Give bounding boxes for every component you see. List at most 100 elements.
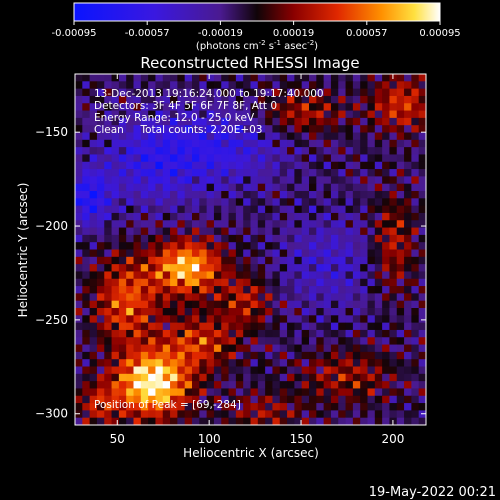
- heatmap-cell: [250, 344, 259, 353]
- heatmap-cell: [221, 88, 229, 97]
- heatmap-cell: [133, 388, 142, 397]
- heatmap-cell: [177, 308, 186, 316]
- heatmap-cell: [118, 110, 127, 119]
- heatmap-cell: [221, 315, 229, 324]
- heatmap-cell: [228, 271, 237, 280]
- heatmap-cell: [418, 139, 427, 148]
- heatmap-cell: [213, 417, 222, 426]
- heatmap-cell: [389, 410, 398, 419]
- heatmap-cell: [82, 359, 91, 367]
- heatmap-cell: [177, 132, 186, 141]
- heatmap-cell: [184, 205, 193, 214]
- heatmap-cell: [404, 315, 412, 324]
- heatmap-cell: [352, 271, 361, 280]
- heatmap-cell: [192, 256, 200, 265]
- heatmap-cell: [257, 315, 266, 324]
- heatmap-cell: [104, 417, 112, 426]
- heatmap-cell: [250, 205, 259, 214]
- heatmap-cell: [170, 359, 178, 367]
- heatmap-cell: [75, 344, 83, 353]
- heatmap-cell: [82, 322, 91, 331]
- heatmap-cell: [360, 139, 368, 148]
- heatmap-cell: [330, 278, 339, 287]
- heatmap-cell: [294, 373, 303, 382]
- heatmap-cell: [396, 293, 405, 302]
- heatmap-cell: [118, 139, 127, 148]
- heatmap-cell: [323, 388, 332, 397]
- heatmap-cell: [155, 161, 164, 170]
- heatmap-cell: [374, 154, 383, 163]
- heatmap-cell: [367, 256, 376, 265]
- heatmap-cell: [287, 417, 295, 426]
- heatmap-cell: [75, 242, 83, 250]
- heatmap-cell: [148, 183, 156, 192]
- heatmap-cell: [309, 132, 317, 141]
- heatmap-cell: [228, 161, 237, 170]
- heatmap-cell: [257, 88, 266, 97]
- heatmap-cell: [148, 161, 156, 170]
- heatmap-cell: [265, 344, 273, 353]
- heatmap-cell: [279, 191, 288, 199]
- heatmap-cell: [111, 359, 120, 367]
- heatmap-cell: [199, 403, 208, 411]
- heatmap-cell: [243, 147, 251, 155]
- heatmap-cell: [221, 117, 229, 126]
- heatmap-cell: [177, 417, 186, 426]
- heatmap-cell: [170, 381, 178, 389]
- heatmap-cell: [199, 198, 208, 207]
- heatmap-cell: [148, 234, 156, 243]
- heatmap-cell: [177, 242, 186, 250]
- heatmap-cell: [126, 242, 134, 250]
- heatmap-cell: [360, 410, 368, 419]
- heatmap-cell: [257, 395, 266, 404]
- heatmap-cell: [184, 183, 193, 192]
- heatmap-cell: [309, 191, 317, 199]
- heatmap-cell: [126, 249, 134, 258]
- heatmap-cell: [330, 329, 339, 338]
- heatmap-cell: [257, 234, 266, 243]
- heatmap-cell: [411, 191, 420, 199]
- heatmap-cell: [89, 256, 98, 265]
- heatmap-cell: [330, 242, 339, 250]
- heatmap-cell: [148, 322, 156, 331]
- heatmap-cell: [177, 351, 186, 360]
- heatmap-cell: [411, 300, 420, 309]
- heatmap-cell: [272, 278, 281, 287]
- heatmap-cell: [265, 183, 273, 192]
- heatmap-cell: [133, 410, 142, 419]
- heatmap-cell: [111, 205, 120, 214]
- heatmap-cell: [396, 322, 405, 331]
- heatmap-cell: [104, 264, 112, 272]
- heatmap-cell: [309, 227, 317, 236]
- heatmap-cell: [352, 381, 361, 389]
- heatmap-cell: [243, 249, 251, 258]
- heatmap-cell: [330, 271, 339, 280]
- heatmap-cell: [396, 95, 405, 104]
- heatmap-cell: [301, 366, 310, 375]
- info-clean: Clean Total counts: 2.20E+03: [94, 124, 263, 136]
- heatmap-cell: [75, 88, 83, 97]
- heatmap-cell: [228, 169, 237, 177]
- heatmap-cell: [184, 337, 193, 345]
- heatmap-cell: [345, 81, 354, 90]
- heatmap-cell: [389, 351, 398, 360]
- heatmap-cell: [367, 74, 376, 82]
- heatmap-cell: [184, 132, 193, 141]
- heatmap-cell: [265, 220, 273, 228]
- heatmap-cell: [294, 227, 303, 236]
- heatmap-cell: [243, 417, 251, 426]
- heatmap-cell: [279, 212, 288, 221]
- heatmap-cell: [418, 242, 427, 250]
- heatmap-cell: [111, 249, 120, 258]
- heatmap-cell: [338, 95, 346, 104]
- heatmap-cell: [272, 220, 281, 228]
- heatmap-cell: [199, 191, 208, 199]
- heatmap-cell: [396, 344, 405, 353]
- heatmap-cell: [177, 183, 186, 192]
- heatmap-cell: [257, 256, 266, 265]
- heatmap-cell: [301, 154, 310, 163]
- heatmap-cell: [206, 205, 215, 214]
- heatmap-cell: [360, 395, 368, 404]
- heatmap-cell: [75, 212, 83, 221]
- heatmap-cell: [294, 264, 303, 272]
